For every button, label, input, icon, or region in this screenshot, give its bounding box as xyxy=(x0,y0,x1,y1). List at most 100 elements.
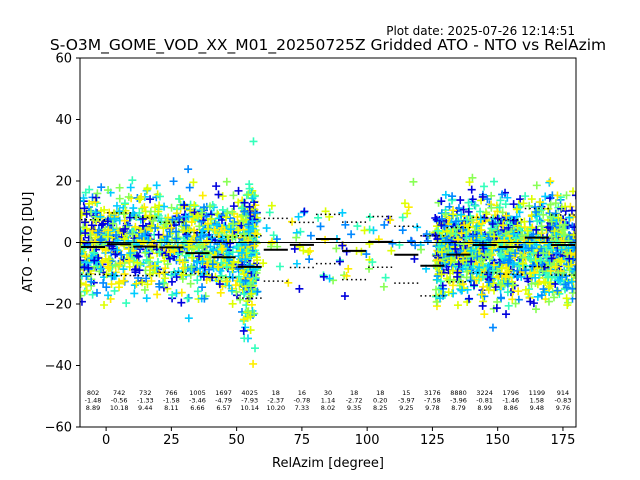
data-point xyxy=(226,239,235,248)
data-point xyxy=(493,214,502,223)
data-point xyxy=(142,274,151,283)
bin-std-label: 8.02 xyxy=(321,404,335,412)
bin-std-label: 8.79 xyxy=(451,404,465,412)
data-point xyxy=(97,183,106,192)
data-point xyxy=(239,290,248,299)
bin-std-label: 8.86 xyxy=(503,404,517,412)
bin-statistics xyxy=(80,207,576,299)
data-point xyxy=(187,237,196,246)
data-point xyxy=(495,203,504,212)
bin-mean-label: -1.48 xyxy=(85,397,102,405)
data-point xyxy=(97,235,106,244)
data-point xyxy=(154,230,163,239)
data-point xyxy=(249,359,258,368)
data-point xyxy=(252,253,261,262)
data-point xyxy=(155,192,164,201)
data-point xyxy=(265,208,274,217)
data-point xyxy=(241,323,250,332)
data-point xyxy=(571,271,576,280)
data-point xyxy=(251,229,260,238)
data-point xyxy=(441,190,450,199)
data-point xyxy=(536,198,545,207)
data-point xyxy=(529,262,538,271)
data-point xyxy=(292,259,301,268)
y-tick-label: 60 xyxy=(55,52,72,67)
data-point xyxy=(146,195,155,204)
data-point xyxy=(170,247,179,256)
data-point xyxy=(244,220,253,229)
data-point xyxy=(476,215,485,224)
data-point xyxy=(527,195,536,204)
data-point xyxy=(544,273,553,282)
data-point xyxy=(566,250,575,259)
data-point xyxy=(503,279,512,288)
data-point xyxy=(532,181,541,190)
data-point xyxy=(99,278,108,287)
data-point xyxy=(181,212,190,221)
data-point xyxy=(169,177,178,186)
data-point xyxy=(552,249,561,258)
data-point xyxy=(267,201,276,210)
data-point xyxy=(183,232,192,241)
data-point xyxy=(521,285,530,294)
scatter-points xyxy=(80,137,576,368)
data-point xyxy=(453,301,462,310)
data-point xyxy=(386,216,395,225)
data-point xyxy=(198,208,207,217)
data-point xyxy=(513,271,522,280)
data-point xyxy=(185,242,194,251)
data-point xyxy=(175,194,184,203)
data-point xyxy=(226,225,235,234)
data-point xyxy=(387,246,396,255)
data-point xyxy=(526,297,535,306)
data-point xyxy=(480,310,489,319)
data-point xyxy=(537,229,546,238)
bin-mean-label: -0.56 xyxy=(111,397,128,405)
data-point xyxy=(457,210,466,219)
data-point xyxy=(437,197,446,206)
data-point xyxy=(453,268,462,277)
data-point xyxy=(486,228,495,237)
data-point xyxy=(381,273,390,282)
data-point xyxy=(511,299,520,308)
data-point xyxy=(206,214,215,223)
data-point xyxy=(167,223,176,232)
data-point xyxy=(107,280,116,289)
data-point xyxy=(531,305,540,314)
data-point xyxy=(433,256,442,265)
data-point xyxy=(239,326,248,335)
data-point xyxy=(128,176,137,185)
data-point xyxy=(147,276,156,285)
data-point xyxy=(156,237,165,246)
data-point xyxy=(488,279,497,288)
bin-count-label: 8880 xyxy=(450,389,467,397)
data-point xyxy=(132,279,141,288)
data-point xyxy=(216,288,225,297)
bin-std-label: 9.78 xyxy=(425,404,439,412)
data-point xyxy=(128,230,137,239)
bin-mean-label: -0.83 xyxy=(555,397,572,405)
data-point xyxy=(441,210,450,219)
data-point xyxy=(468,195,477,204)
data-point xyxy=(145,262,154,271)
data-point xyxy=(81,252,90,261)
data-point xyxy=(119,265,128,274)
data-point xyxy=(247,289,256,298)
bin-count-label: 766 xyxy=(165,389,177,397)
data-point xyxy=(110,214,119,223)
data-point xyxy=(365,264,374,273)
x-tick-label: 175 xyxy=(551,433,576,448)
bin-std-label: 9.76 xyxy=(556,404,570,412)
data-point xyxy=(81,280,90,289)
data-point xyxy=(508,260,517,269)
data-point xyxy=(544,297,553,306)
chart-title: S-O3M_GOME_VOD_XX_M01_20250725Z Gridded … xyxy=(50,36,606,55)
data-point xyxy=(449,210,458,219)
data-point xyxy=(536,256,545,265)
data-point xyxy=(129,257,138,266)
data-point xyxy=(535,270,544,279)
data-point xyxy=(180,201,189,210)
data-point xyxy=(437,270,446,279)
data-point xyxy=(217,271,226,280)
data-point xyxy=(103,217,112,226)
